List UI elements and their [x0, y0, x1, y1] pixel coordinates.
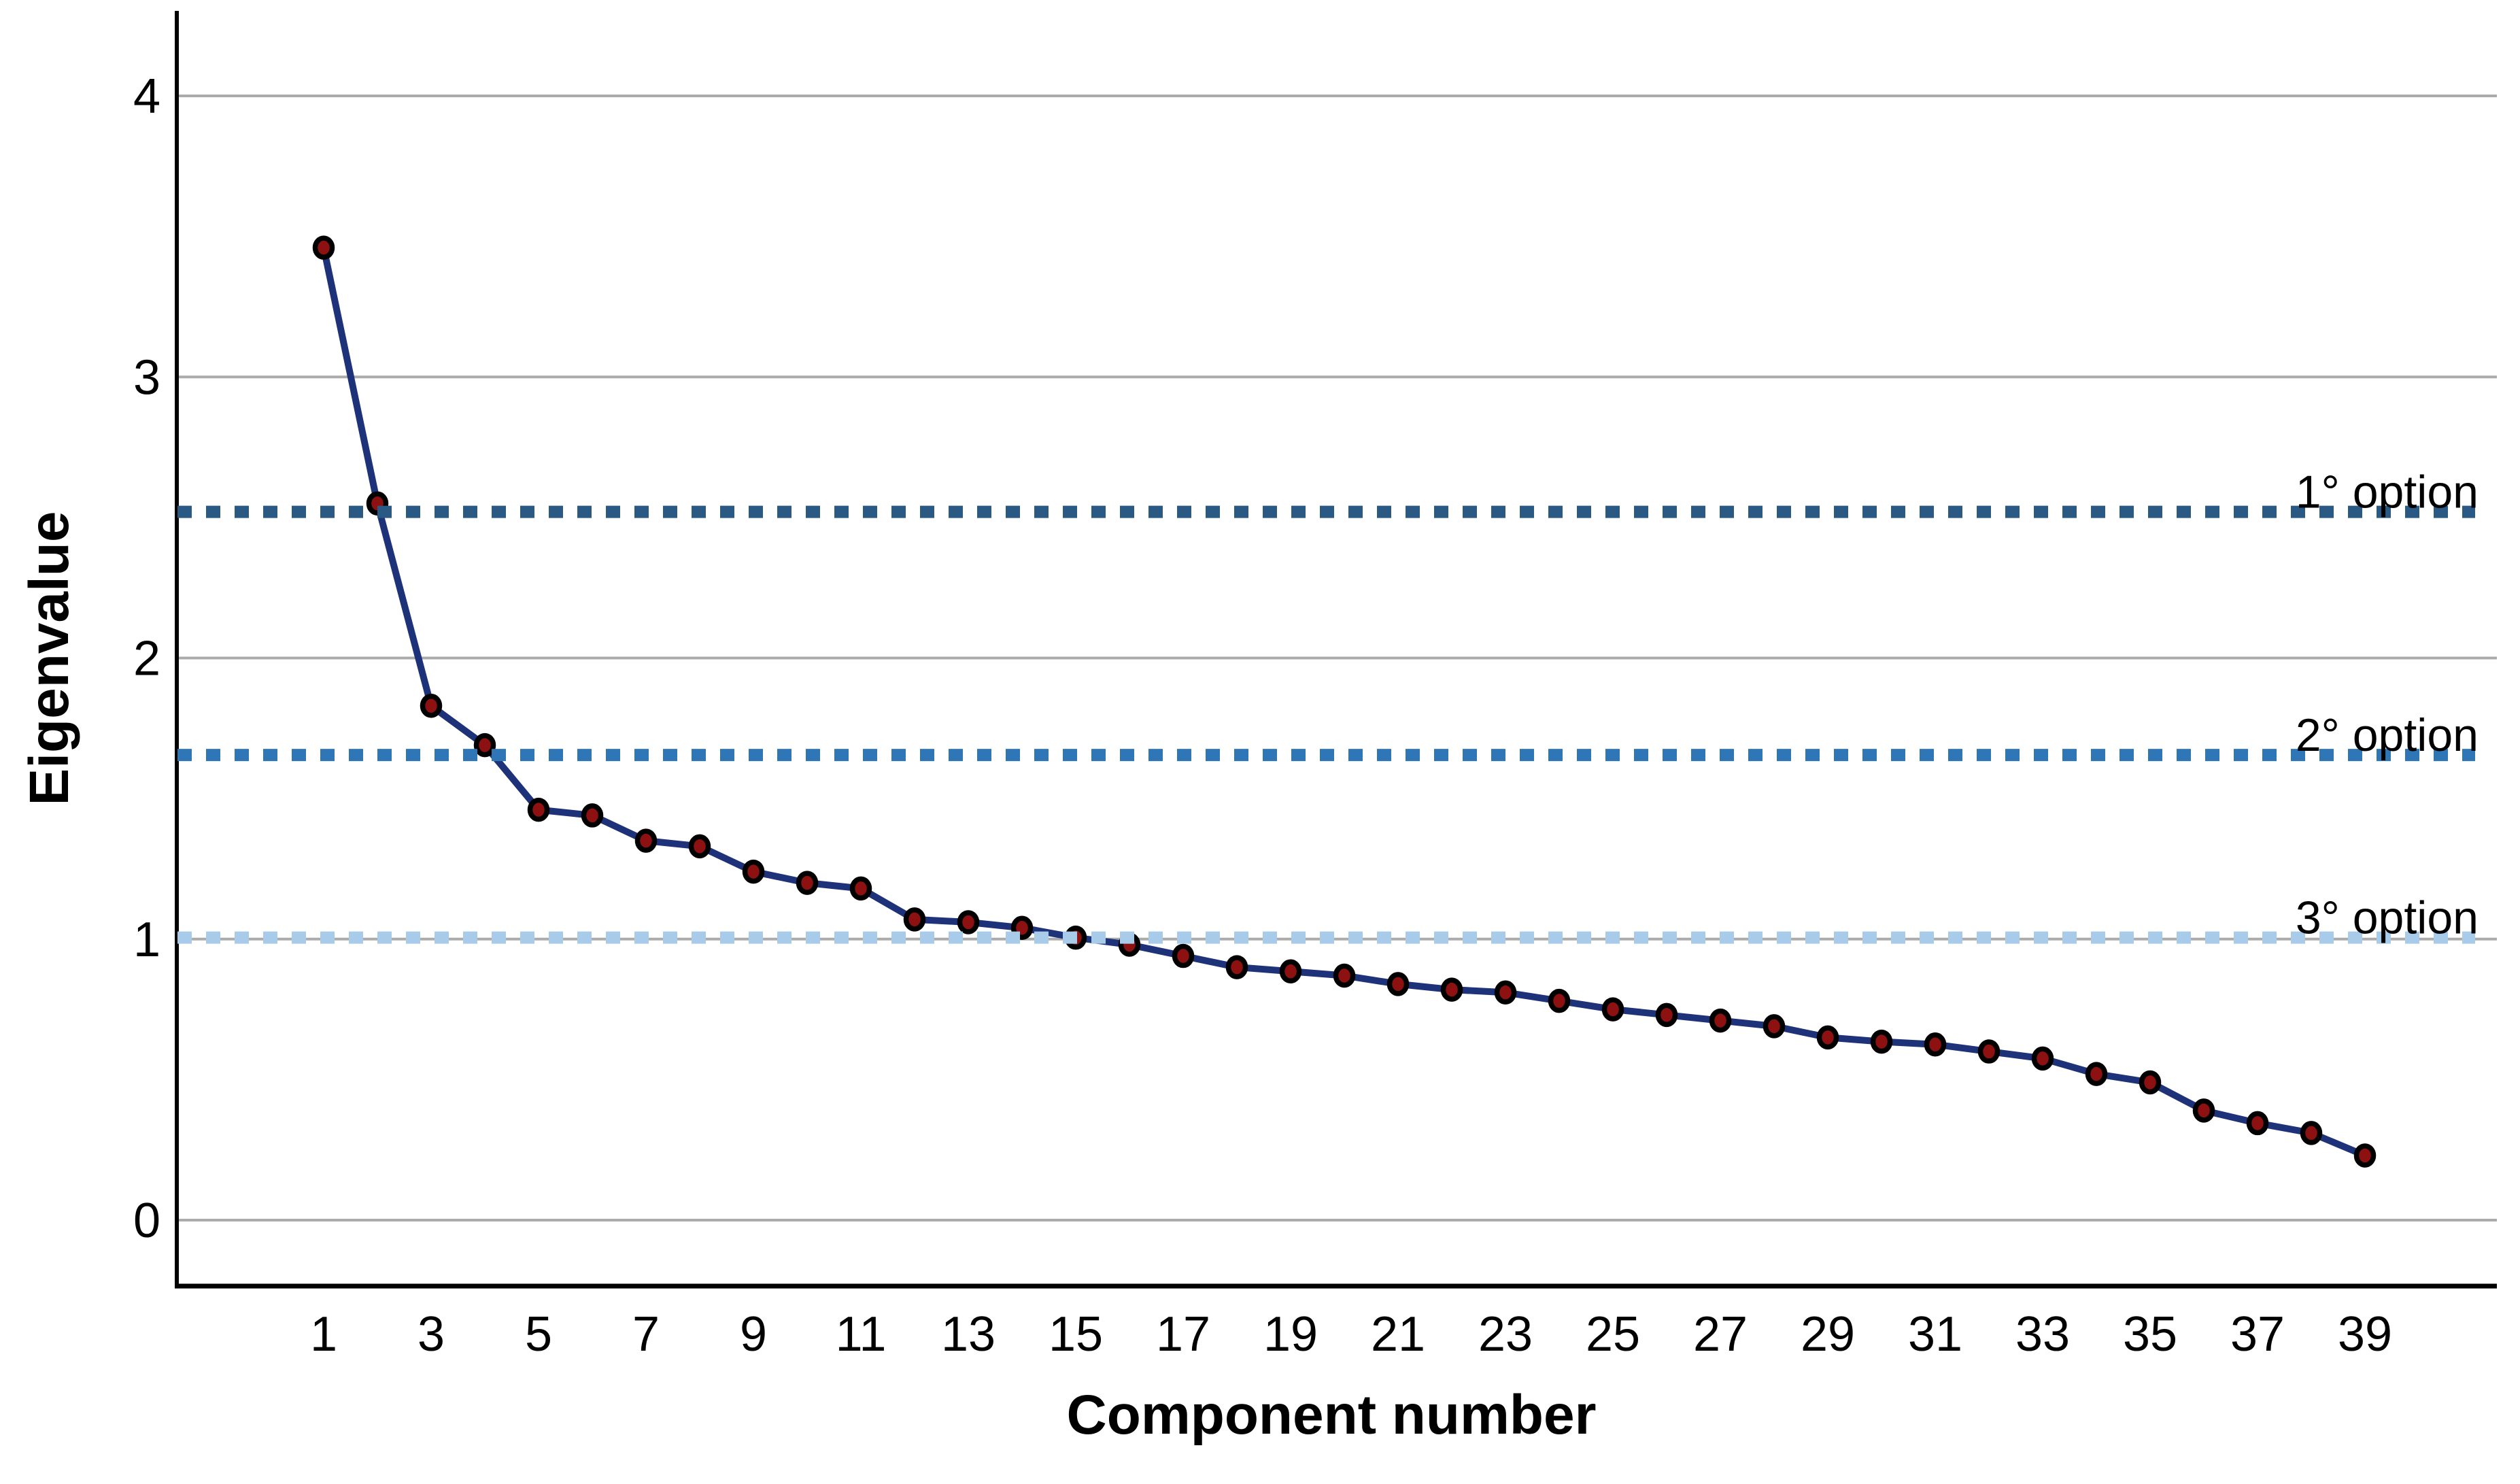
data-point [1494, 980, 1517, 1005]
y-tick-label: 1 [133, 913, 160, 967]
x-tick-label: 33 [2015, 1307, 2070, 1362]
data-point [903, 907, 926, 932]
x-tick-label: 13 [941, 1307, 995, 1362]
data-point [2246, 1111, 2269, 1136]
data-point [1924, 1032, 1947, 1057]
data-point [2139, 1070, 2162, 1095]
x-tick-label: 21 [1371, 1307, 1425, 1362]
y-tick-label: 0 [133, 1194, 160, 1248]
x-tick-label: 25 [1586, 1307, 1640, 1362]
x-tick-label: 31 [1908, 1307, 1962, 1362]
x-tick-label: 11 [836, 1307, 887, 1362]
y-tick-label: 3 [133, 350, 160, 405]
x-tick-label: 35 [2123, 1307, 2177, 1362]
series-line [320, 247, 2366, 1159]
data-point [527, 797, 550, 822]
data-point [312, 235, 335, 260]
data-point [742, 859, 765, 884]
data-point [2031, 1046, 2054, 1071]
data-point [1601, 997, 1624, 1022]
data-point [1763, 1014, 1786, 1039]
data-point [2353, 1143, 2377, 1168]
data-point [1870, 1029, 1893, 1054]
data-point [1172, 943, 1195, 968]
x-tick-label: 5 [525, 1307, 552, 1362]
x-tick-label: 39 [2338, 1307, 2392, 1362]
data-point [1333, 963, 1356, 988]
y-tick-label: 4 [133, 69, 160, 124]
reference-line-label: 1° option [2296, 467, 2479, 518]
data-point [581, 803, 604, 828]
x-tick-label: 3 [418, 1307, 445, 1362]
data-point [2192, 1098, 2215, 1123]
x-tick-label: 23 [1478, 1307, 1533, 1362]
data-point [1386, 972, 1410, 996]
x-tick-label: 7 [632, 1307, 660, 1362]
data-point [796, 871, 819, 895]
data-point [473, 732, 496, 758]
y-tick-label: 2 [133, 632, 160, 686]
x-tick-label: 17 [1156, 1307, 1210, 1362]
x-tick-label: 29 [1801, 1307, 1855, 1362]
reference-line-label: 3° option [2296, 892, 2479, 944]
data-point [688, 834, 711, 859]
data-point [1279, 959, 1302, 984]
x-tick-label: 19 [1263, 1307, 1318, 1362]
data-point [1440, 977, 1463, 1002]
data-point [1709, 1008, 1732, 1033]
y-axis-title: Eigenvalue [18, 511, 80, 806]
reference-lines-layer: 1° option 2° option 3° option [177, 467, 2479, 944]
data-point [2085, 1062, 2108, 1086]
data-point [1225, 955, 1248, 979]
data-point [1977, 1039, 2000, 1064]
data-point [2300, 1121, 2323, 1145]
x-tick-label: 27 [1693, 1307, 1748, 1362]
data-point [1816, 1025, 1839, 1050]
data-point [1655, 1002, 1678, 1028]
data-point [957, 910, 980, 934]
x-tick-label: 37 [2230, 1307, 2285, 1362]
grid-layer [177, 95, 2497, 1221]
data-point [1548, 988, 1571, 1013]
data-point [634, 828, 658, 853]
axis-layer [175, 11, 2497, 1289]
x-tick-label: 1 [310, 1307, 337, 1362]
data-point [849, 876, 872, 901]
reference-line-label: 2° option [2296, 709, 2479, 761]
x-tick-label: 9 [740, 1307, 767, 1362]
x-tick-label: 15 [1049, 1307, 1103, 1362]
data-point [420, 694, 443, 718]
x-axis-title: Component number [1067, 1384, 1597, 1446]
